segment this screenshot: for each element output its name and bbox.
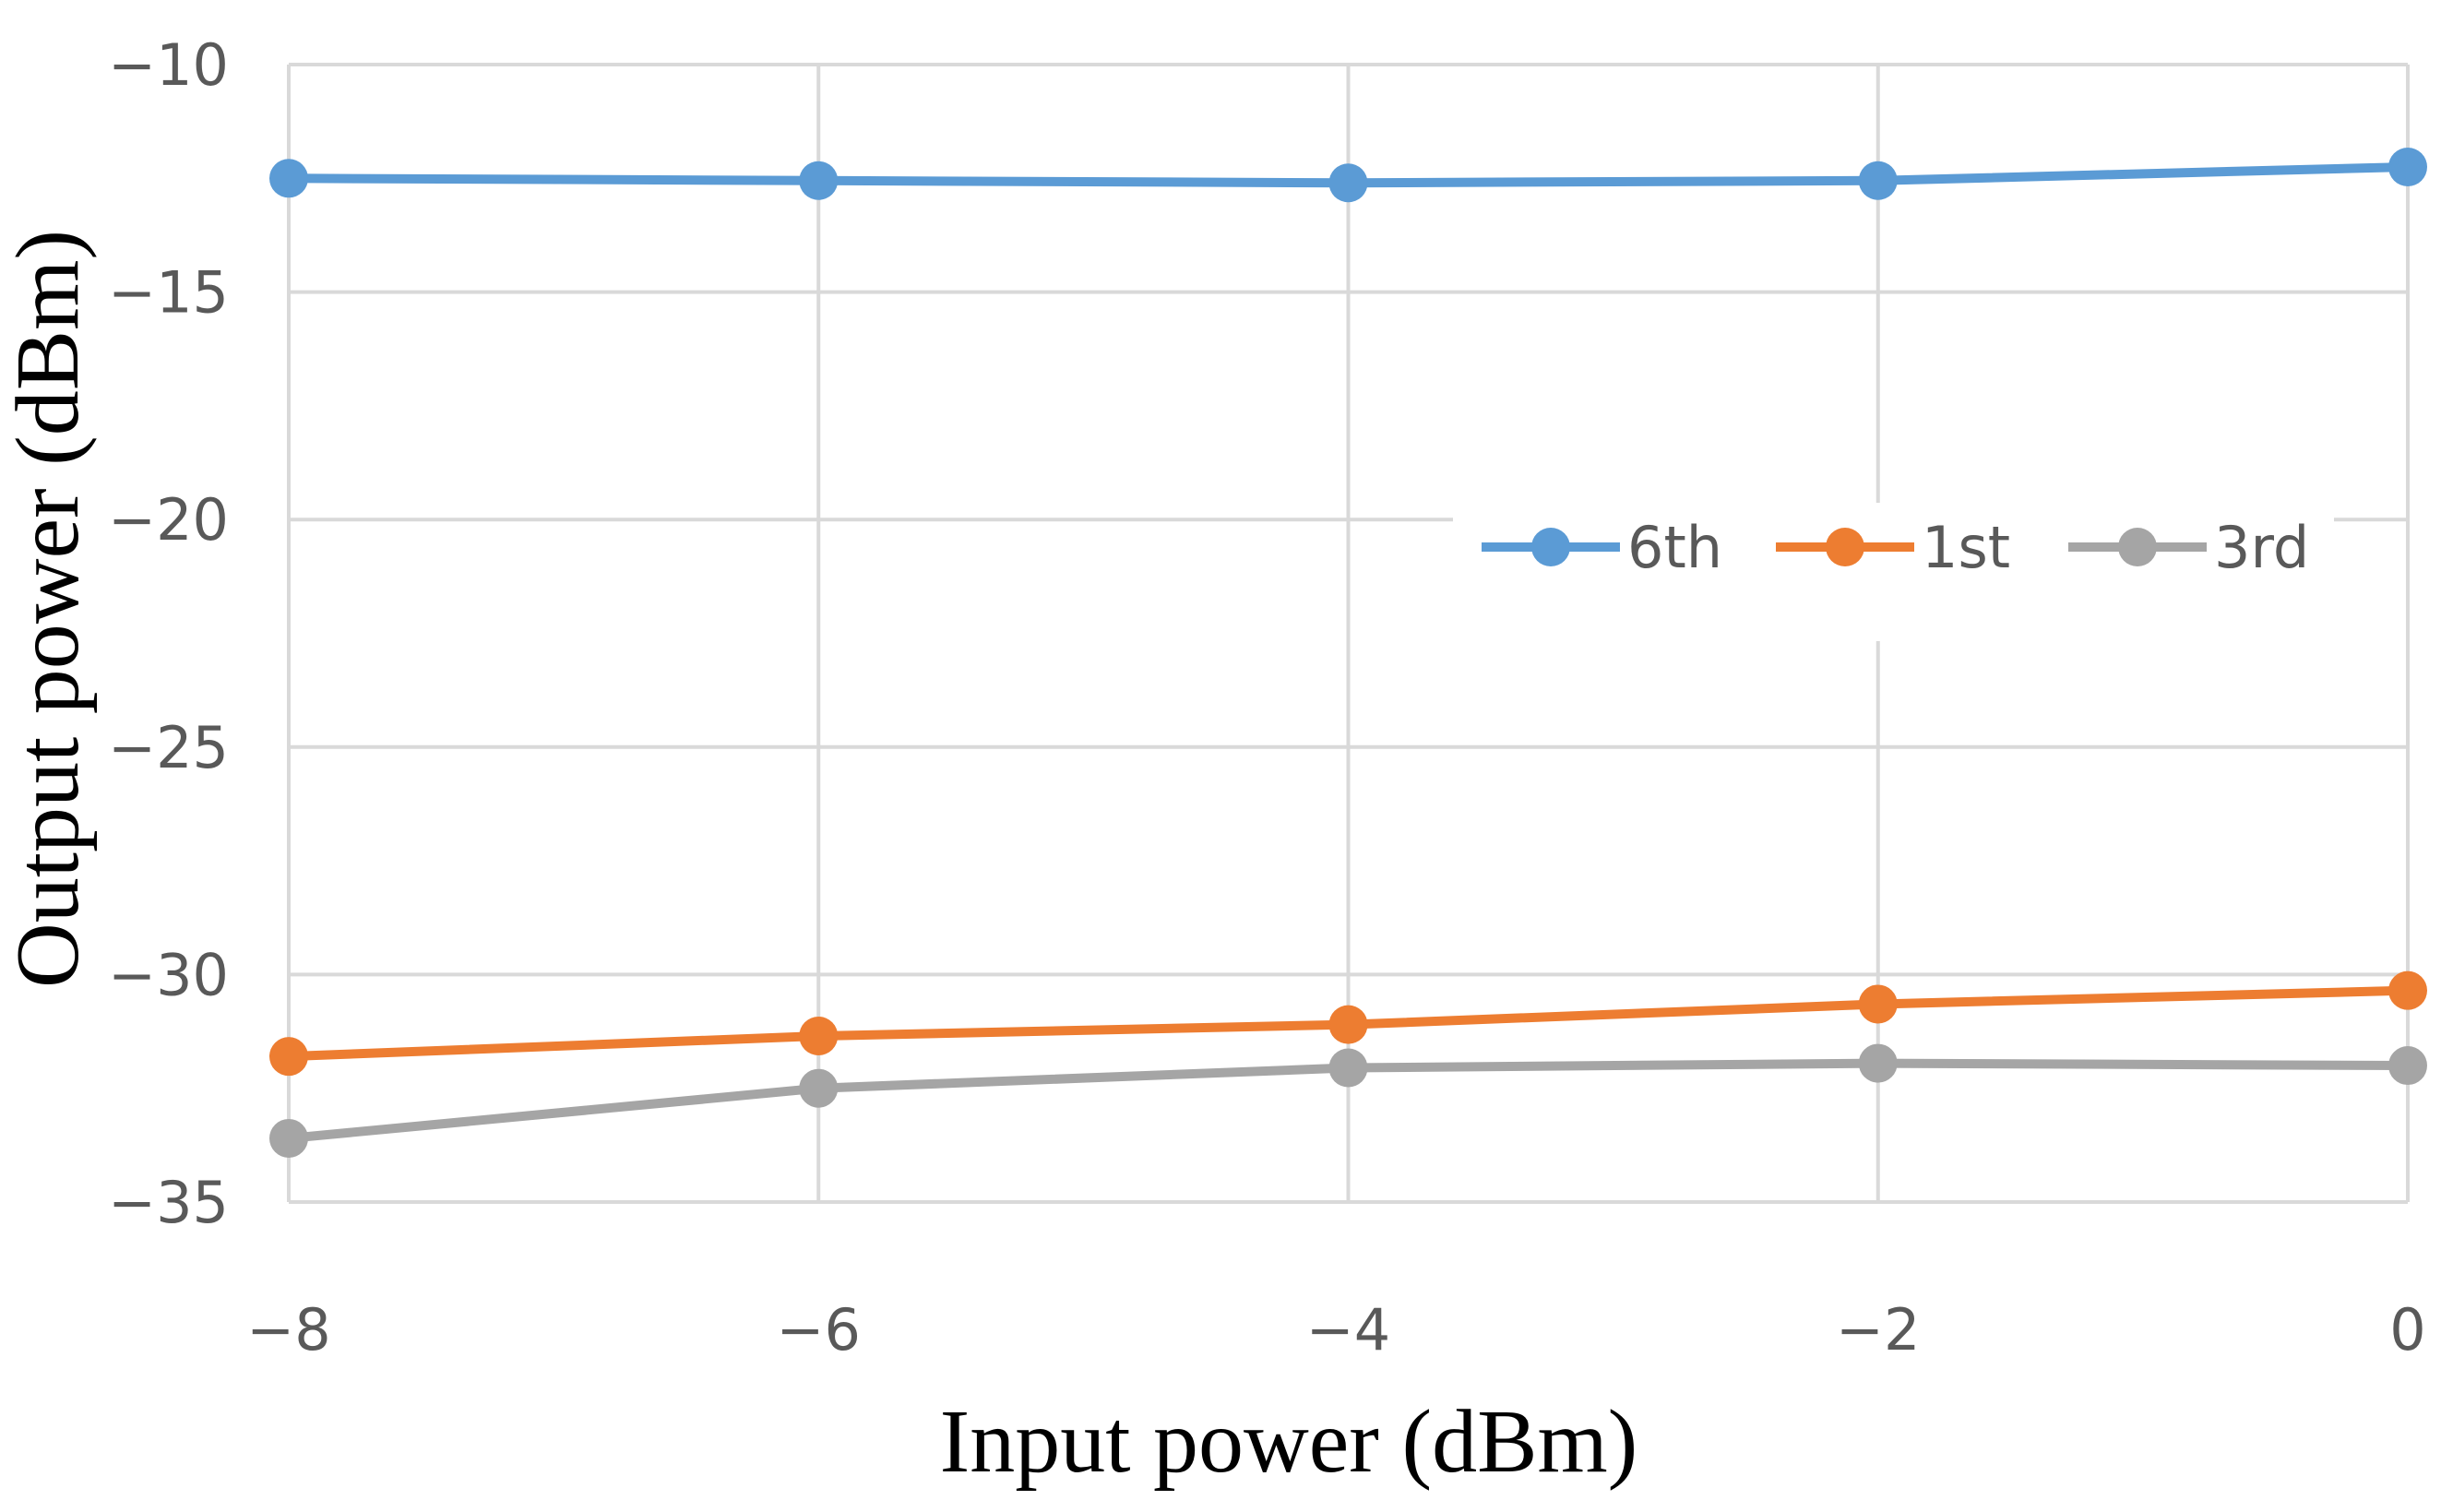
data-point bbox=[1328, 163, 1368, 203]
series-layer bbox=[269, 147, 2427, 1158]
series-1st bbox=[269, 970, 2427, 1077]
data-point bbox=[269, 1118, 308, 1158]
data-point bbox=[799, 161, 839, 200]
legend-swatch-marker bbox=[2118, 528, 2157, 566]
data-point bbox=[1858, 161, 1898, 200]
y-tick-label: −15 bbox=[108, 259, 229, 327]
x-tick-label: 0 bbox=[2389, 1296, 2425, 1363]
y-tick-label: −10 bbox=[108, 31, 229, 99]
x-axis-title: Input power (dBm) bbox=[940, 1392, 1638, 1492]
data-point bbox=[2388, 1046, 2427, 1086]
data-point bbox=[1858, 1043, 1898, 1083]
data-point bbox=[1328, 1005, 1368, 1044]
y-tick-label: −35 bbox=[108, 1169, 229, 1236]
legend-background bbox=[1453, 503, 2334, 641]
data-point bbox=[269, 159, 308, 198]
legend-label: 1st bbox=[1922, 514, 2010, 581]
data-point bbox=[269, 1037, 308, 1077]
legend-label: 6th bbox=[1627, 514, 1722, 581]
y-tick-label: −25 bbox=[108, 714, 229, 781]
legend-item-6th: 6th bbox=[1482, 514, 1722, 581]
legend-swatch-marker bbox=[1826, 528, 1864, 566]
legend-item-3rd: 3rd bbox=[2068, 514, 2309, 581]
legend-label: 3rd bbox=[2214, 514, 2309, 581]
data-point bbox=[2388, 147, 2427, 186]
data-point bbox=[1858, 984, 1898, 1024]
x-tick-label: −6 bbox=[777, 1296, 861, 1363]
x-tick-label: −4 bbox=[1306, 1296, 1390, 1363]
legend-swatch-marker bbox=[1531, 528, 1570, 566]
x-tick-label: −2 bbox=[1836, 1296, 1920, 1363]
legend: 6th 1st 3rd bbox=[1453, 503, 2334, 641]
x-tick-label: −8 bbox=[246, 1296, 330, 1363]
data-point bbox=[799, 1016, 839, 1055]
data-point bbox=[2388, 970, 2427, 1010]
series-3rd bbox=[269, 1043, 2427, 1158]
y-tick-label: −20 bbox=[108, 486, 229, 554]
series-6th bbox=[269, 147, 2427, 203]
y-axis-title: Output power (dBm) bbox=[0, 230, 98, 988]
data-point bbox=[799, 1068, 839, 1108]
y-tick-label: −30 bbox=[108, 941, 229, 1008]
legend-item-1st: 1st bbox=[1776, 514, 2010, 581]
tick-labels: −10−15−20−25−30−35−8 −6 −4 −2 0 bbox=[108, 31, 2426, 1363]
data-point bbox=[1328, 1048, 1368, 1088]
